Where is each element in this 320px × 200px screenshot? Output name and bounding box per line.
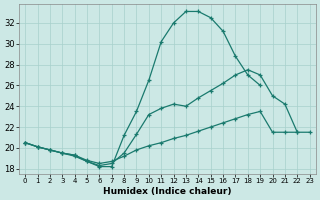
X-axis label: Humidex (Indice chaleur): Humidex (Indice chaleur)	[103, 187, 232, 196]
